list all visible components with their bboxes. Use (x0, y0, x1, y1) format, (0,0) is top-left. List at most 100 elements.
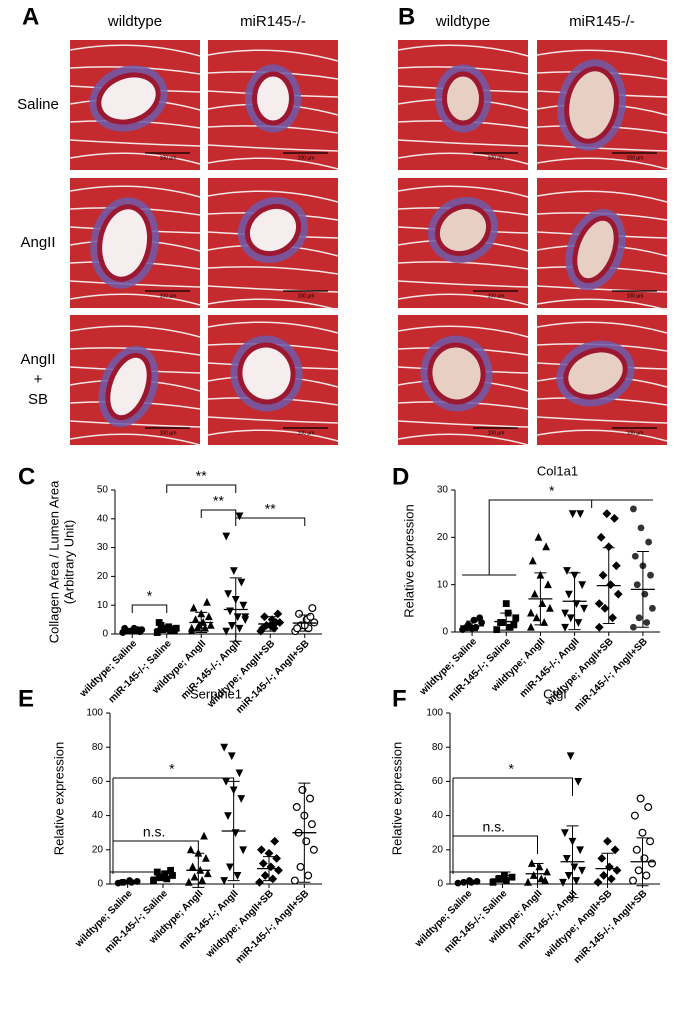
point (637, 524, 645, 532)
lumen (242, 347, 291, 400)
error-bar (157, 873, 169, 882)
point (611, 561, 621, 571)
significance: n.s. (143, 824, 166, 840)
point (606, 874, 616, 884)
point (527, 622, 535, 631)
column-header: miR145-/- (569, 13, 635, 30)
point (257, 845, 266, 855)
point (634, 866, 643, 875)
error-bar (229, 577, 242, 642)
row-label: + (34, 371, 43, 388)
y-tick-label: 100 (426, 708, 443, 719)
fiber-gap (536, 190, 668, 203)
lumen (577, 220, 614, 279)
histology-image: 100 µm (536, 40, 668, 170)
point (564, 872, 573, 880)
point (308, 604, 317, 613)
fiber-gap (69, 139, 201, 147)
column-header: wildtype (107, 13, 162, 30)
point (603, 836, 612, 846)
error-bar (534, 572, 547, 626)
y-axis-label: Relative expression (389, 742, 404, 855)
point (593, 877, 603, 887)
fiber-gap (536, 416, 668, 424)
point (502, 877, 510, 884)
fiber-gap (536, 144, 668, 152)
point (630, 811, 639, 820)
error-bar (263, 856, 275, 882)
point (167, 866, 174, 874)
point (201, 623, 209, 632)
point (306, 794, 315, 803)
scale-label: 100 µm (298, 430, 315, 436)
point (222, 532, 231, 541)
x-tick-label: wildtype; AngII+SB (204, 888, 276, 960)
fiber-gap (69, 420, 201, 428)
point (510, 621, 518, 629)
panel-letter: C (18, 463, 35, 490)
chart: E Serpine1 Relative expression 0 20 40 60 80 100… (18, 685, 322, 966)
histology-image: 100 µm (207, 315, 339, 445)
point (599, 871, 609, 880)
point (239, 846, 248, 855)
bracket (166, 484, 237, 493)
point (187, 623, 196, 632)
error-bar (466, 620, 479, 632)
x-tick-label: wildtype; AngII+SB (542, 888, 614, 960)
fiber-gap (69, 325, 201, 338)
scale-label: 100 µm (160, 430, 177, 436)
point (628, 876, 637, 885)
lumen (102, 209, 148, 277)
point (538, 599, 547, 607)
point (235, 769, 244, 778)
point (602, 509, 612, 519)
scale-label: 100 µm (298, 293, 315, 299)
point (636, 794, 645, 803)
point (534, 532, 543, 541)
y-tick-label: 80 (92, 742, 104, 753)
point (155, 619, 163, 626)
point (574, 778, 583, 786)
lumen (249, 208, 297, 252)
histology-image: 100 µm (397, 40, 529, 170)
point (233, 613, 242, 622)
point (271, 618, 281, 627)
point (604, 542, 614, 552)
fiber-gap (397, 139, 529, 147)
histology-image: 100 µm (536, 315, 668, 445)
point (561, 623, 569, 632)
bracket (452, 835, 538, 874)
error-bar (636, 837, 649, 887)
point (239, 601, 248, 610)
error-bar (496, 874, 509, 883)
point (225, 863, 234, 872)
y-tick-label: 30 (437, 485, 449, 496)
error-bar (461, 880, 474, 884)
y-tick-label: 10 (437, 579, 449, 590)
panel-letter: A (22, 3, 39, 30)
point (189, 603, 198, 612)
fiber-gap (397, 325, 529, 338)
bracket (112, 777, 235, 874)
point (203, 597, 211, 606)
fiber-gap (397, 44, 529, 57)
point (256, 626, 266, 636)
bracket (131, 604, 168, 613)
scale-label: 100 µm (160, 155, 177, 161)
error-bar (298, 782, 311, 883)
panel-letter: E (18, 685, 34, 712)
fiber-gap (397, 420, 529, 428)
point (169, 626, 176, 634)
y-tick-label: 0 (437, 879, 443, 890)
y-tick-label: 40 (92, 810, 104, 821)
point (610, 514, 619, 523)
lumen (257, 76, 289, 121)
column-header: wildtype (435, 13, 490, 30)
row-label: SB (28, 391, 48, 408)
point (296, 862, 305, 871)
error-bar (636, 551, 649, 628)
point (150, 877, 157, 884)
chart: C Collagen Area / Lumen Area (Arbitrary Un… (18, 463, 322, 716)
point (562, 854, 571, 863)
point (233, 872, 242, 880)
